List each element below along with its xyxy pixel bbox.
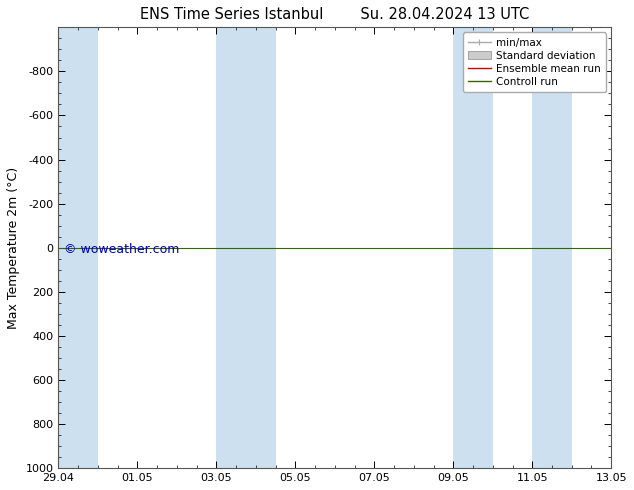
Bar	[533, 27, 572, 468]
Bar	[453, 27, 493, 468]
Bar	[256, 27, 276, 468]
Title: ENS Time Series Istanbul        Su. 28.04.2024 13 UTC: ENS Time Series Istanbul Su. 28.04.2024 …	[140, 7, 529, 22]
Legend: min/max, Standard deviation, Ensemble mean run, Controll run: min/max, Standard deviation, Ensemble me…	[463, 32, 606, 92]
Y-axis label: Max Temperature 2m (°C): Max Temperature 2m (°C)	[7, 167, 20, 329]
Bar	[216, 27, 256, 468]
Bar	[58, 27, 98, 468]
Text: © woweather.com: © woweather.com	[64, 244, 179, 256]
